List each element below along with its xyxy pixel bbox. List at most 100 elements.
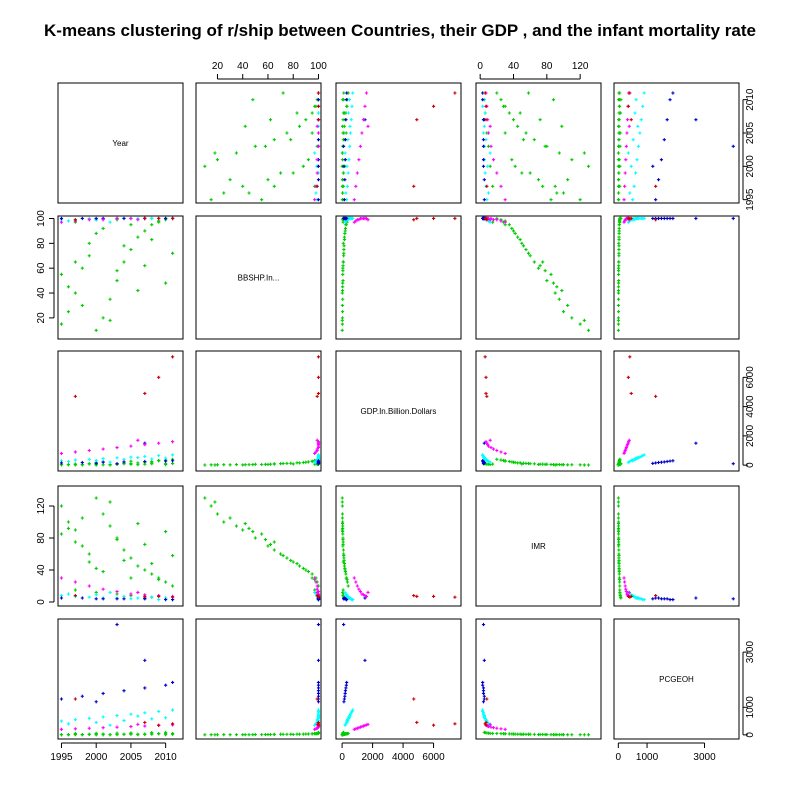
point-c3-0-r4c0 (59, 697, 64, 701)
point-c4-3-r3c4 (624, 587, 628, 591)
point-c3-8-r4c0 (94, 700, 98, 704)
point-c1-32-r0c1 (251, 98, 255, 102)
point-c1-4-r2c3 (520, 462, 524, 466)
point-c3-0-r4c2 (342, 697, 346, 701)
y-tick-label-2-2000: 2000 (745, 424, 756, 447)
point-c1-17-r1c3 (549, 272, 553, 276)
point-c4-2-r2c3 (495, 448, 499, 453)
point-c1-21-r0c2 (342, 171, 346, 175)
point-c1-10-r0c3 (524, 131, 528, 135)
point-c2-15-r3c0 (136, 596, 140, 600)
point-c1-1-r1c2 (340, 310, 345, 314)
point-c1-29-r2c3 (538, 462, 542, 466)
point-c3-6-r2c4 (731, 462, 735, 466)
point-c5-1-r2c4 (629, 391, 633, 396)
point-c2-4-r0c2 (348, 144, 352, 148)
x-tick-label-3-80: 80 (541, 61, 553, 72)
point-c4-2-r2c0 (87, 448, 91, 453)
point-c1-12-r1c0 (143, 229, 147, 233)
point-c4-5-r0c3 (486, 131, 491, 135)
point-c1-28-r2c0 (136, 463, 140, 467)
point-c1-8-r0c1 (253, 144, 257, 148)
point-c3-5-r2c4 (668, 459, 672, 463)
point-c1-33-r1c2 (342, 251, 346, 255)
point-c4-9-r0c2 (366, 124, 370, 128)
point-c1-20-r1c0 (80, 303, 84, 308)
point-c1-7-r4c1 (234, 733, 239, 737)
point-c1-24-r2c3 (582, 463, 586, 467)
point-c1-24-r2c1 (213, 463, 217, 467)
point-c2-10-r2c3 (486, 458, 490, 463)
point-c1-7-r2c1 (234, 462, 239, 467)
point-c2-10-r3c0 (94, 593, 98, 597)
point-c3-5-r0c2 (344, 98, 348, 102)
x-tick-label-0-2000: 2000 (85, 752, 108, 763)
point-c1-6-r1c0 (101, 316, 105, 320)
point-c1-0-r3c1 (209, 504, 213, 508)
point-c2-9-r0c1 (314, 191, 318, 195)
point-c3-0-r0c1 (316, 198, 321, 202)
point-c4-1-r3c2 (354, 580, 358, 584)
point-c1-25-r3c1 (263, 538, 268, 542)
point-c1-13-r1c3 (507, 223, 511, 227)
point-c2-2-r3c0 (87, 595, 91, 599)
point-c2-14-r2c4 (626, 460, 630, 464)
point-c1-29-r2c0 (143, 462, 147, 466)
point-c1-0-r3c2 (340, 504, 345, 508)
point-c1-11-r1c3 (516, 235, 520, 239)
point-c1-32-r3c0 (164, 530, 168, 534)
point-c1-9-r3c1 (272, 548, 276, 552)
point-c4-2-r1c3 (495, 218, 499, 222)
point-c2-14-r4c0 (108, 723, 112, 727)
point-c1-6-r3c0 (101, 512, 105, 516)
point-c5-0-r1c4 (654, 218, 658, 222)
point-c1-29-r2c1 (268, 462, 273, 466)
point-c1-20-r3c4 (616, 516, 621, 520)
point-c3-7-r4c1 (316, 658, 321, 662)
point-c5-3-r4c3 (483, 722, 487, 726)
point-c1-18-r0c2 (341, 191, 345, 195)
point-c2-8-r3c2 (351, 598, 355, 602)
point-c2-14-r0c1 (313, 151, 317, 155)
point-c1-24-r4c0 (108, 733, 112, 737)
point-c1-19-r3c0 (73, 540, 77, 544)
point-c2-12-r2c0 (150, 457, 154, 461)
point-c4-1-r2c3 (499, 450, 503, 454)
point-c1-25-r0c1 (263, 144, 268, 148)
point-c1-10-r3c1 (285, 556, 289, 560)
point-c1-25-r3c0 (115, 538, 119, 542)
point-c1-0-r1c4 (616, 322, 621, 326)
point-c3-5-r0c1 (316, 98, 321, 102)
point-c4-2-r0c1 (315, 171, 319, 175)
point-c5-3-r3c2 (453, 595, 457, 599)
point-c3-5-r3c0 (164, 598, 168, 602)
variable-label-2: GDP.In.Billion.Dollars (361, 407, 437, 416)
point-c3-9-r2c3 (481, 459, 485, 463)
point-c2-14-r4c2 (343, 723, 347, 727)
point-c1-28-r1c4 (616, 288, 621, 293)
point-c1-31-r4c3 (501, 732, 506, 736)
point-c4-4-r0c1 (316, 144, 321, 148)
point-c1-36-r0c4 (619, 111, 623, 115)
point-c3-3-r4c2 (343, 689, 348, 693)
point-c1-17-r3c1 (260, 532, 264, 536)
point-c3-5-r0c4 (668, 98, 672, 102)
point-c1-30-r3c4 (617, 562, 621, 566)
point-c5-0-r3c4 (654, 594, 658, 598)
point-c1-28-r3c1 (243, 522, 247, 526)
point-c1-30-r0c3 (518, 111, 522, 115)
point-c4-9-r2c4 (627, 438, 631, 442)
point-c1-19-r1c3 (541, 260, 545, 264)
point-c1-24-r3c1 (213, 500, 217, 504)
point-c2-1-r2c0 (73, 458, 77, 462)
y-tick-label-3-0: 0 (36, 599, 47, 605)
point-c5-0-r4c2 (412, 697, 416, 701)
point-c3-4-r4c2 (344, 686, 348, 690)
point-c1-18-r4c0 (66, 733, 71, 737)
point-c1-31-r3c0 (157, 578, 161, 582)
point-c1-24-r4c1 (213, 733, 217, 737)
point-c2-9-r4c0 (66, 722, 71, 726)
point-c2-2-r2c0 (87, 457, 91, 461)
point-c1-26-r2c3 (521, 461, 526, 465)
point-c5-0-r0c2 (412, 184, 416, 188)
